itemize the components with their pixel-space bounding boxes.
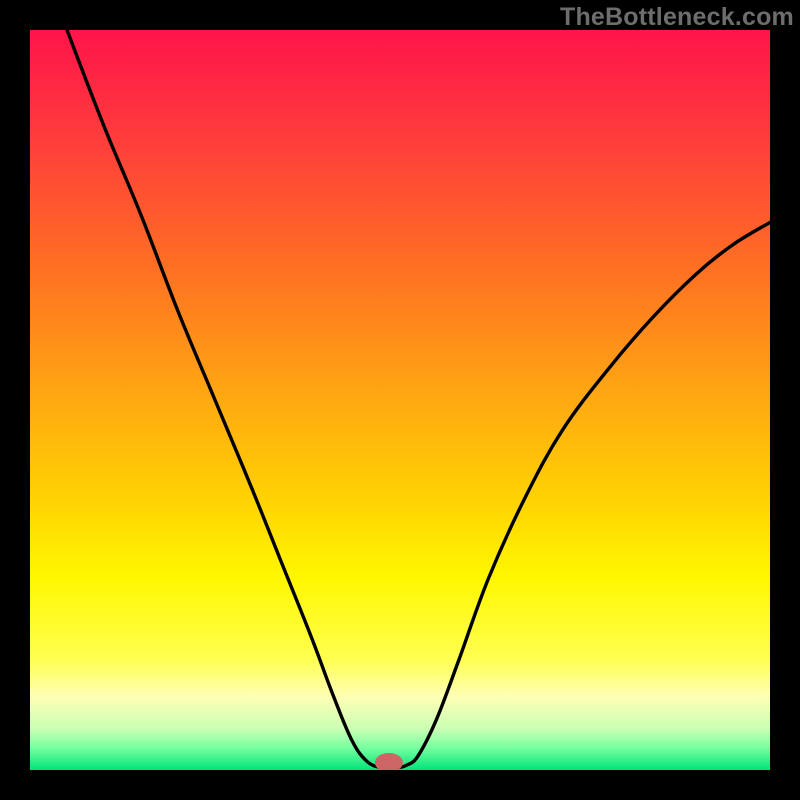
watermark-text: TheBottleneck.com — [560, 3, 794, 32]
chart-stage: TheBottleneck.com — [0, 0, 800, 800]
optimal-marker — [375, 753, 403, 772]
bottleneck-chart — [0, 0, 800, 800]
